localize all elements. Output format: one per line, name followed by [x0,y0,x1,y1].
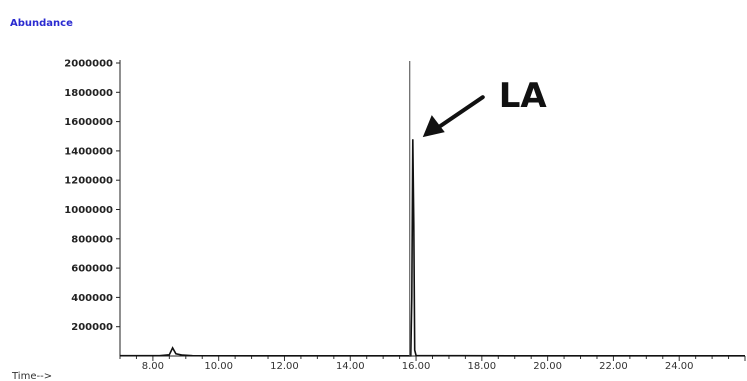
x-tick-labels: 8.00 10.00 12.00 14.00 16.00 18.00 20.00 22.00 2… [142,361,694,372]
y-tick-label: 600000 [71,264,113,275]
x-tick-label: 22.00 [599,361,628,372]
annotation-arrowhead [422,115,445,138]
annotation-arrow-shaft [430,95,485,134]
y-tick-label: 1800000 [64,88,113,99]
y-tick-label: 2000000 [64,59,113,70]
y-axis-title: Abundance [10,18,73,29]
y-tick-label: 800000 [71,234,113,245]
annotation-label: LA [499,76,548,116]
x-tick-label: 16.00 [402,361,431,372]
annotation-group: LA [422,76,548,138]
x-tick-label: 8.00 [142,361,164,372]
x-tick-label: 24.00 [665,361,694,372]
y-tick-label: 1200000 [64,176,113,187]
y-tick-labels: 200000 400000 600000 800000 1000000 1200000 14… [64,59,113,334]
axes [116,60,746,361]
y-tick-label: 1600000 [64,117,113,128]
series-line [120,139,745,357]
series-group [120,61,745,357]
x-tick-label: 20.00 [533,361,562,372]
y-tick-label: 1400000 [64,146,113,157]
y-tick-label: 400000 [71,293,113,304]
x-tick-label: 18.00 [468,361,497,372]
y-tick-label: 200000 [71,322,113,333]
x-axis-title: Time--> [11,371,52,381]
x-tick-label: 10.00 [204,361,233,372]
x-tick-label: 14.00 [336,361,365,372]
y-tick-label: 1000000 [64,205,113,216]
x-tick-label: 12.00 [270,361,299,372]
